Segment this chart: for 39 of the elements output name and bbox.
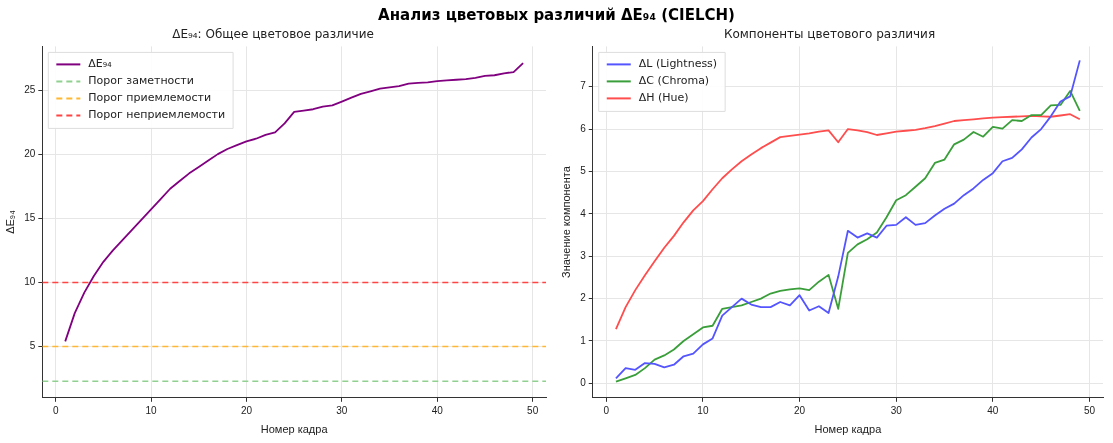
x-tick-label: 30 bbox=[336, 404, 348, 416]
x-tick-label: 50 bbox=[527, 404, 539, 416]
x-tick-label: 0 bbox=[52, 404, 59, 416]
x-tick-label: 20 bbox=[794, 404, 806, 416]
y-tick-label: 20 bbox=[24, 147, 36, 159]
x-tick-label: 40 bbox=[431, 404, 444, 416]
y-axis-title: Значение компонента bbox=[559, 165, 572, 279]
x-tick-label: 10 bbox=[145, 404, 158, 416]
chart-subtitle: Компоненты цветового различия bbox=[723, 27, 936, 42]
x-tick-label: 20 bbox=[240, 404, 253, 416]
legend-label: Порог заметности bbox=[88, 74, 194, 88]
y-axis-title: ΔE₉₄ bbox=[3, 209, 16, 234]
y-tick-label: 5 bbox=[580, 165, 587, 177]
x-tick-label: 30 bbox=[890, 404, 903, 416]
legend-label: Порог приемлемости bbox=[88, 91, 212, 105]
y-tick-label: 0 bbox=[580, 377, 587, 389]
x-tick-label: 0 bbox=[603, 404, 610, 416]
legend-label: ΔC (Chroma) bbox=[638, 74, 710, 88]
y-tick-label: 25 bbox=[24, 83, 36, 95]
legend-label: ΔL (Lightness) bbox=[638, 57, 718, 71]
legend-label: ΔE₉₄ bbox=[88, 57, 113, 71]
chart-subtitle: ΔE₉₄: Общее цветовое различие bbox=[172, 27, 374, 42]
y-tick-label: 1 bbox=[580, 334, 587, 346]
x-axis-title: Номер кадра bbox=[260, 423, 329, 436]
x-tick-label: 10 bbox=[697, 404, 709, 416]
legend-label: ΔH (Hue) bbox=[638, 91, 689, 105]
x-tick-label: 40 bbox=[987, 404, 999, 416]
y-tick-label: 6 bbox=[580, 122, 587, 134]
y-tick-label: 3 bbox=[580, 249, 587, 261]
y-tick-label: 4 bbox=[580, 207, 587, 219]
y-tick-label: 15 bbox=[24, 212, 36, 223]
x-axis-title: Номер кадра bbox=[814, 423, 883, 436]
x-tick-label: 50 bbox=[1083, 404, 1096, 416]
y-tick-label: 7 bbox=[580, 80, 587, 92]
chart-title: Анализ цветовых различий ΔE₉₄ (CIELCH) bbox=[377, 6, 736, 24]
y-tick-label: 5 bbox=[29, 340, 36, 352]
legend-label: Порог неприемлемости bbox=[88, 108, 226, 122]
y-tick-label: 2 bbox=[580, 292, 587, 304]
y-tick-label: 10 bbox=[24, 276, 36, 288]
